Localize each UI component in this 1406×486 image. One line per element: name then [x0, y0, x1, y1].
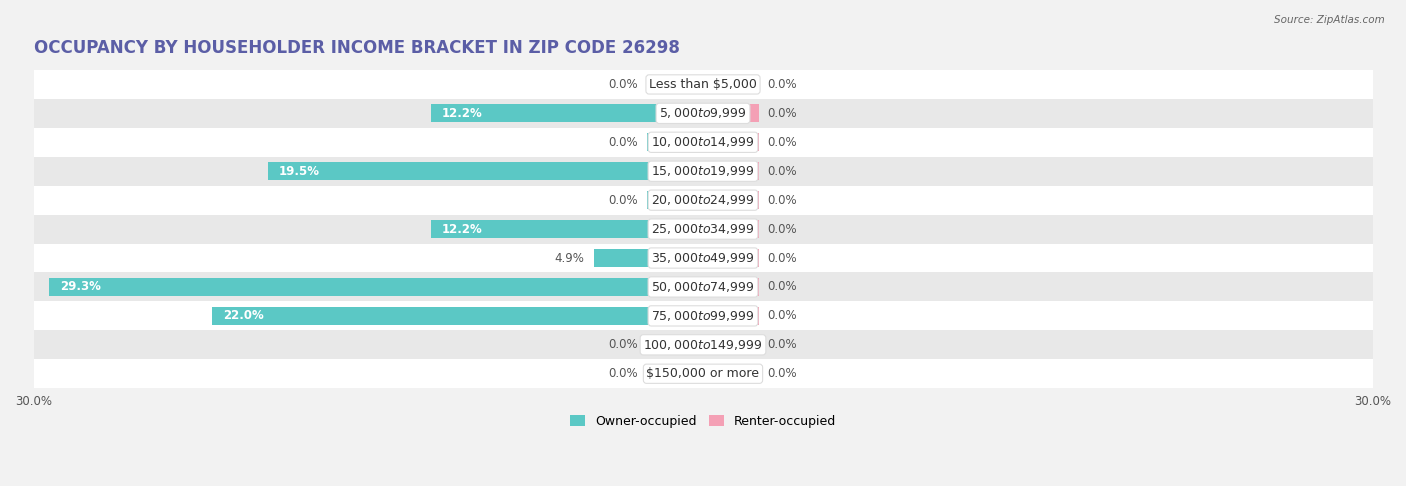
Text: 0.0%: 0.0%: [768, 252, 797, 264]
Text: 0.0%: 0.0%: [609, 338, 638, 351]
Bar: [34, 301, 1372, 330]
Text: $10,000 to $14,999: $10,000 to $14,999: [651, 135, 755, 149]
Bar: [34, 359, 1372, 388]
Text: 0.0%: 0.0%: [768, 193, 797, 207]
Text: $150,000 or more: $150,000 or more: [647, 367, 759, 380]
Bar: [34, 99, 1372, 128]
Text: 0.0%: 0.0%: [609, 193, 638, 207]
Bar: [430, 220, 703, 238]
Text: 4.9%: 4.9%: [555, 252, 585, 264]
Bar: [703, 162, 759, 180]
Bar: [703, 278, 759, 296]
Bar: [34, 273, 1372, 301]
Text: 0.0%: 0.0%: [768, 310, 797, 322]
Text: Source: ZipAtlas.com: Source: ZipAtlas.com: [1274, 15, 1385, 25]
Text: Less than $5,000: Less than $5,000: [650, 78, 756, 91]
Text: $25,000 to $34,999: $25,000 to $34,999: [651, 222, 755, 236]
Text: 12.2%: 12.2%: [441, 107, 482, 120]
Bar: [703, 249, 759, 267]
Bar: [593, 249, 703, 267]
Bar: [647, 133, 703, 151]
Bar: [703, 365, 759, 382]
Text: $75,000 to $99,999: $75,000 to $99,999: [651, 309, 755, 323]
Bar: [647, 365, 703, 382]
Bar: [647, 336, 703, 354]
Bar: [703, 75, 759, 93]
Text: 0.0%: 0.0%: [768, 107, 797, 120]
Text: $15,000 to $19,999: $15,000 to $19,999: [651, 164, 755, 178]
Legend: Owner-occupied, Renter-occupied: Owner-occupied, Renter-occupied: [565, 410, 841, 433]
Bar: [647, 75, 703, 93]
Text: $50,000 to $74,999: $50,000 to $74,999: [651, 280, 755, 294]
Text: 0.0%: 0.0%: [609, 136, 638, 149]
Bar: [703, 191, 759, 209]
Text: 0.0%: 0.0%: [609, 367, 638, 380]
Text: $5,000 to $9,999: $5,000 to $9,999: [659, 106, 747, 121]
Bar: [34, 215, 1372, 243]
Bar: [703, 104, 759, 122]
Bar: [34, 330, 1372, 359]
Text: $35,000 to $49,999: $35,000 to $49,999: [651, 251, 755, 265]
Bar: [34, 243, 1372, 273]
Text: $20,000 to $24,999: $20,000 to $24,999: [651, 193, 755, 207]
Text: 0.0%: 0.0%: [768, 223, 797, 236]
Text: 0.0%: 0.0%: [768, 136, 797, 149]
Bar: [703, 220, 759, 238]
Text: 0.0%: 0.0%: [768, 367, 797, 380]
Text: 0.0%: 0.0%: [768, 280, 797, 294]
Text: 0.0%: 0.0%: [609, 78, 638, 91]
Bar: [34, 70, 1372, 99]
Bar: [49, 278, 703, 296]
Bar: [212, 307, 703, 325]
Bar: [34, 128, 1372, 157]
Text: $100,000 to $149,999: $100,000 to $149,999: [644, 338, 762, 352]
Bar: [703, 307, 759, 325]
Text: 19.5%: 19.5%: [278, 165, 321, 178]
Bar: [703, 336, 759, 354]
Text: 0.0%: 0.0%: [768, 338, 797, 351]
Text: 0.0%: 0.0%: [768, 165, 797, 178]
Bar: [267, 162, 703, 180]
Bar: [34, 157, 1372, 186]
Bar: [34, 186, 1372, 215]
Text: 0.0%: 0.0%: [768, 78, 797, 91]
Bar: [430, 104, 703, 122]
Text: OCCUPANCY BY HOUSEHOLDER INCOME BRACKET IN ZIP CODE 26298: OCCUPANCY BY HOUSEHOLDER INCOME BRACKET …: [34, 39, 679, 57]
Text: 12.2%: 12.2%: [441, 223, 482, 236]
Text: 22.0%: 22.0%: [224, 310, 264, 322]
Bar: [647, 191, 703, 209]
Text: 29.3%: 29.3%: [60, 280, 101, 294]
Bar: [703, 133, 759, 151]
